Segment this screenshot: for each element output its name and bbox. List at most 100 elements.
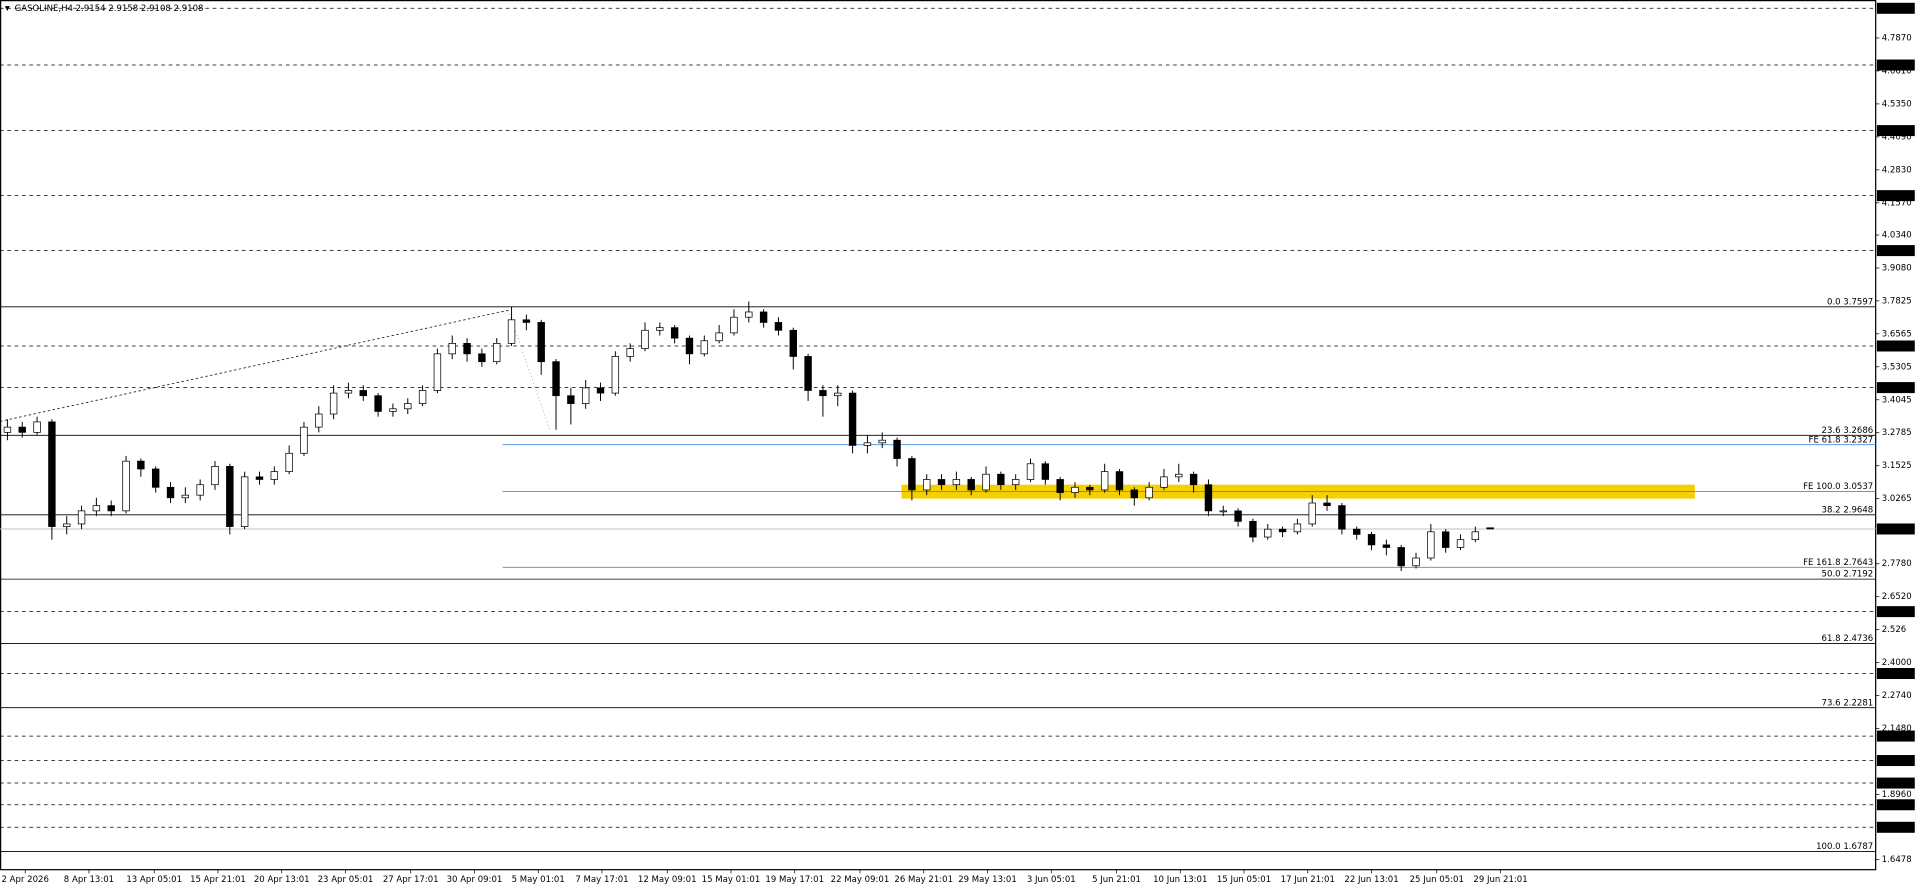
level-box [1876, 382, 1915, 394]
level-box [1876, 799, 1915, 811]
x-tick-label: 3 Jun 05:01 [1027, 875, 1076, 885]
candle-body [300, 426, 308, 454]
candle-body [1130, 489, 1139, 499]
candle-body [77, 510, 86, 525]
candle-body [522, 319, 531, 323]
fibo-expansion-label: FE 161.8 2.7643 [1803, 558, 1873, 568]
candle-body [329, 392, 338, 415]
candle-body [1204, 484, 1213, 512]
candle-body [715, 332, 723, 342]
candle-body [656, 327, 664, 331]
x-tick-label: 30 Apr 09:01 [447, 875, 503, 885]
candle-body [33, 421, 41, 433]
candle-body [878, 439, 886, 444]
candle-body [493, 343, 501, 363]
fibo-label: 23.6 3.2686 [1822, 426, 1874, 436]
candle-body [730, 316, 738, 334]
x-tick-label: 22 May 09:01 [831, 875, 890, 885]
candle-body [433, 353, 442, 391]
level-label: 1.7710 [1881, 823, 1911, 833]
candle-body [789, 329, 797, 357]
candle-body [745, 311, 753, 318]
x-tick-label: 5 Jun 21:01 [1092, 875, 1141, 885]
x-tick-label: 25 Jun 05:01 [1410, 875, 1464, 885]
y-tick-label: 2.2740 [1882, 691, 1912, 701]
candle-body [1264, 528, 1272, 538]
trend-line [0, 309, 509, 422]
level-box [1876, 125, 1915, 137]
level-label: 2.3585 [1881, 669, 1911, 679]
candle-body [270, 471, 279, 480]
candle-body [967, 479, 975, 491]
candle-body [1011, 479, 1020, 486]
current-price-box [1876, 523, 1915, 535]
candle-body [1367, 534, 1376, 546]
candle-body [1456, 539, 1465, 548]
candle-body [1026, 463, 1035, 480]
y-tick-label: 2.7780 [1882, 559, 1912, 569]
candle-body [92, 505, 101, 512]
candle-body [1441, 531, 1450, 548]
candle-body [819, 390, 827, 397]
x-tick-label: 22 Jun 13:01 [1344, 875, 1398, 885]
candle-body [137, 460, 145, 470]
candle-body [685, 337, 694, 355]
candle-body [359, 390, 367, 397]
candle-body [1382, 544, 1391, 548]
candle-body [285, 452, 293, 472]
candle-body [908, 458, 916, 491]
candle-body [1115, 471, 1124, 491]
title-arrow [4, 6, 10, 11]
fibo-label: 61.8 2.4736 [1822, 634, 1874, 644]
candle-body [1041, 463, 1050, 480]
candle-body [166, 486, 175, 499]
candle-body [1071, 486, 1079, 493]
trend-line [507, 310, 551, 431]
candle-body [670, 327, 679, 339]
candle-body [567, 395, 575, 404]
candle-body [1219, 510, 1227, 513]
level-box [1876, 59, 1915, 71]
y-tick-label: 4.7870 [1882, 33, 1912, 43]
x-tick-label: 2 Apr 2026 [1, 875, 48, 885]
candle-body [1100, 471, 1109, 491]
candle-body [700, 340, 709, 355]
candle-body [1145, 486, 1153, 499]
candle-body [1486, 527, 1494, 530]
x-tick-label: 29 May 13:01 [958, 875, 1017, 885]
candle-body [893, 439, 901, 459]
y-tick-label: 2.1480 [1882, 724, 1912, 734]
candle-body [226, 466, 234, 527]
candle-body [1160, 476, 1168, 488]
fibo-label: 73.6 2.2281 [1822, 698, 1874, 708]
candle-body [478, 353, 486, 363]
level-label: 3.4510 [1881, 383, 1911, 393]
candle-body [774, 322, 783, 331]
candle-body [1056, 479, 1064, 493]
candle-body [1175, 473, 1183, 478]
y-tick-label: 4.5350 [1882, 99, 1912, 109]
candle-body [1308, 502, 1316, 525]
y-tick-label: 2.526 [1882, 625, 1906, 635]
level-box [1876, 777, 1915, 789]
candle-body [1234, 510, 1242, 522]
candle-body [1323, 502, 1331, 506]
y-tick-label: 4.0340 [1882, 231, 1912, 241]
level-box [1876, 606, 1915, 618]
y-tick-label: 3.6565 [1882, 329, 1912, 339]
candle-body [1189, 473, 1198, 486]
level-box [1876, 730, 1915, 742]
y-tick-label: 2.4000 [1882, 658, 1912, 668]
candle-body [196, 484, 204, 496]
level-label: 4.6835 [1881, 61, 1911, 71]
candle-body [1338, 505, 1346, 530]
y-tick-label: 4.4090 [1882, 132, 1912, 142]
candle-body [834, 392, 842, 397]
level-label: 4.1845 [1881, 191, 1911, 201]
fibo-expansion-label: FE 61.8 3.2327 [1809, 435, 1874, 445]
back-layer [0, 7, 1876, 852]
candle-body [848, 392, 857, 446]
x-tick-label: 8 Apr 13:01 [64, 875, 114, 885]
level-label: 3.9745 [1881, 246, 1911, 256]
